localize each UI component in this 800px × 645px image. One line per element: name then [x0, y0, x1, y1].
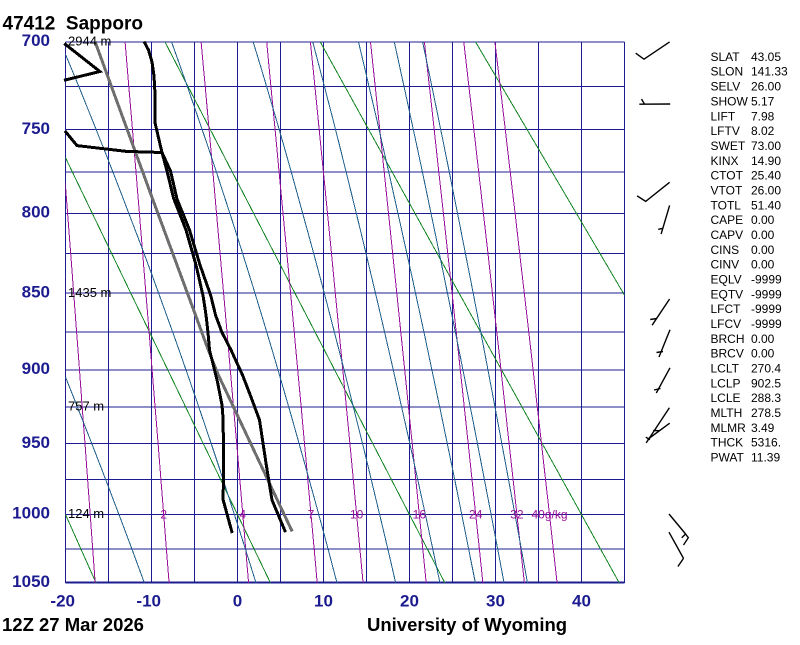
- svg-text:KINX: KINX: [711, 154, 739, 168]
- svg-text:-9999: -9999: [751, 273, 782, 287]
- svg-text:SWET: SWET: [711, 139, 746, 153]
- svg-text:26.00: 26.00: [751, 80, 781, 94]
- svg-text:288.3: 288.3: [751, 391, 781, 405]
- svg-text:3.49: 3.49: [751, 421, 775, 435]
- svg-text:2944 m: 2944 m: [68, 34, 111, 49]
- svg-text:-9999: -9999: [751, 287, 782, 301]
- svg-text:757 m: 757 m: [68, 399, 104, 414]
- svg-text:7: 7: [308, 508, 315, 522]
- svg-text:25.40: 25.40: [751, 169, 781, 183]
- svg-text:MLMR: MLMR: [711, 421, 747, 435]
- svg-text:SELV: SELV: [711, 80, 741, 94]
- svg-text:32: 32: [510, 508, 524, 522]
- svg-text:CAPE: CAPE: [711, 213, 744, 227]
- svg-text:TOTL: TOTL: [711, 198, 742, 212]
- svg-text:800: 800: [22, 202, 50, 221]
- svg-text:LIFT: LIFT: [711, 109, 736, 123]
- svg-text:0.00: 0.00: [751, 347, 775, 361]
- svg-text:12Z 27 Mar 2026: 12Z 27 Mar 2026: [2, 614, 144, 635]
- svg-text:LFTV: LFTV: [711, 124, 740, 138]
- svg-text:26.00: 26.00: [751, 184, 781, 198]
- svg-text:141.33: 141.33: [751, 65, 788, 79]
- svg-text:SLON: SLON: [711, 65, 744, 79]
- svg-text:-9999: -9999: [751, 302, 782, 316]
- svg-text:850: 850: [22, 282, 50, 301]
- svg-text:47412 Sapporo: 47412 Sapporo: [3, 14, 143, 35]
- svg-text:0.00: 0.00: [751, 228, 775, 242]
- svg-text:124 m: 124 m: [68, 506, 104, 521]
- svg-text:10: 10: [350, 508, 364, 522]
- svg-text:40g/kg: 40g/kg: [532, 508, 568, 522]
- svg-text:40: 40: [572, 592, 591, 611]
- svg-text:MLTH: MLTH: [711, 406, 743, 420]
- svg-text:-9999: -9999: [751, 317, 782, 331]
- svg-text:VTOT: VTOT: [711, 184, 743, 198]
- svg-text:BRCH: BRCH: [711, 332, 745, 346]
- svg-text:2: 2: [160, 508, 167, 522]
- svg-text:SHOW: SHOW: [711, 94, 749, 108]
- svg-text:4: 4: [239, 508, 246, 522]
- svg-text:24: 24: [469, 508, 483, 522]
- svg-text:LCLT: LCLT: [711, 362, 740, 376]
- svg-text:270.4: 270.4: [751, 362, 781, 376]
- svg-text:5316.: 5316.: [751, 436, 781, 450]
- svg-text:EQTV: EQTV: [711, 287, 744, 301]
- svg-text:CAPV: CAPV: [711, 228, 744, 242]
- svg-text:-20: -20: [50, 592, 75, 611]
- svg-text:900: 900: [22, 359, 50, 378]
- svg-text:278.5: 278.5: [751, 406, 781, 420]
- svg-text:LFCV: LFCV: [711, 317, 742, 331]
- svg-text:BRCV: BRCV: [711, 347, 744, 361]
- svg-text:CINV: CINV: [711, 258, 740, 272]
- svg-text:THCK: THCK: [711, 436, 744, 450]
- svg-text:0.00: 0.00: [751, 213, 775, 227]
- svg-text:0.00: 0.00: [751, 243, 775, 257]
- svg-text:LFCT: LFCT: [711, 302, 742, 316]
- svg-text:1000: 1000: [12, 504, 50, 523]
- svg-text:750: 750: [22, 119, 50, 138]
- svg-text:CTOT: CTOT: [711, 169, 744, 183]
- svg-text:700: 700: [22, 31, 50, 50]
- svg-text:-10: -10: [136, 592, 161, 611]
- svg-text:950: 950: [22, 433, 50, 452]
- svg-text:7.98: 7.98: [751, 109, 775, 123]
- svg-text:LCLE: LCLE: [711, 391, 741, 405]
- svg-text:10: 10: [314, 592, 333, 611]
- svg-text:CINS: CINS: [711, 243, 740, 257]
- svg-text:51.40: 51.40: [751, 198, 781, 212]
- svg-text:SLAT: SLAT: [711, 50, 741, 64]
- svg-text:1435 m: 1435 m: [68, 285, 111, 300]
- svg-text:EQLV: EQLV: [711, 273, 742, 287]
- svg-text:0.00: 0.00: [751, 332, 775, 346]
- svg-text:11.39: 11.39: [751, 451, 780, 465]
- svg-text:30: 30: [486, 592, 505, 611]
- svg-text:902.5: 902.5: [751, 376, 781, 390]
- svg-text:43.05: 43.05: [751, 50, 781, 64]
- svg-text:16: 16: [413, 508, 427, 522]
- svg-text:LCLP: LCLP: [711, 376, 741, 390]
- svg-text:University of Wyoming: University of Wyoming: [367, 614, 567, 635]
- svg-text:73.00: 73.00: [751, 139, 781, 153]
- svg-text:0.00: 0.00: [751, 258, 775, 272]
- svg-text:0: 0: [233, 592, 242, 611]
- svg-text:14.90: 14.90: [751, 154, 781, 168]
- svg-text:8.02: 8.02: [751, 124, 775, 138]
- svg-text:20: 20: [400, 592, 419, 611]
- svg-text:5.17: 5.17: [751, 94, 775, 108]
- svg-text:1050: 1050: [12, 572, 50, 591]
- svg-text:PWAT: PWAT: [711, 451, 745, 465]
